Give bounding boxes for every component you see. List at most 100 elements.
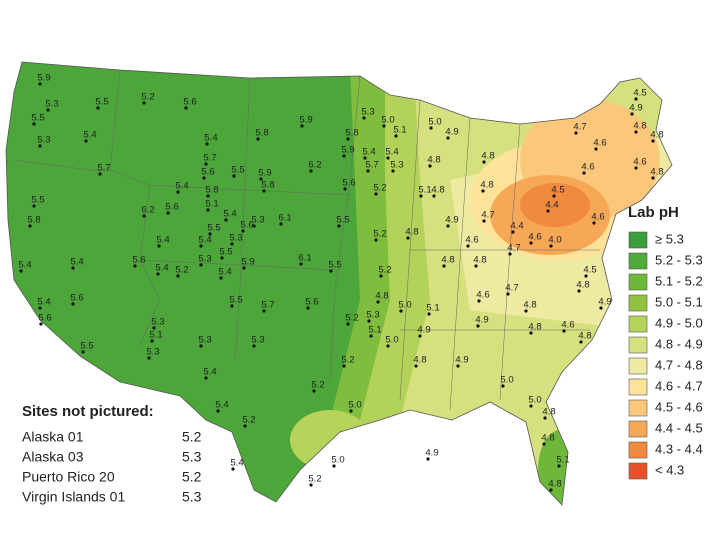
site-label: 4.4	[510, 221, 523, 232]
site-dot	[332, 464, 336, 468]
site-label: 4.6	[528, 232, 541, 243]
site-label: 5.9	[299, 115, 312, 126]
site-dot	[634, 97, 638, 101]
site-label: 4.9	[455, 355, 468, 366]
site-label: 5.5	[31, 195, 44, 206]
site-label: 5.2	[378, 265, 391, 276]
site-dot	[363, 156, 367, 160]
site-dot	[38, 82, 42, 86]
legend-label: 5.2 - 5.3	[655, 252, 703, 267]
site-label: 5.5	[219, 247, 232, 258]
state-borders	[13, 69, 600, 411]
site-label: 6.2	[308, 160, 321, 171]
site-dot	[511, 230, 515, 234]
site-label: 4.6	[593, 138, 606, 149]
site-dot	[142, 101, 146, 105]
site-label: 5.2	[308, 474, 321, 485]
site-label: 6.1	[298, 253, 311, 264]
site-dot	[549, 244, 553, 248]
site-dot	[19, 269, 23, 273]
site-label: 5.4	[37, 297, 50, 308]
site-label: 5.0	[528, 395, 541, 406]
site-label: 5.3	[390, 160, 403, 171]
site-dot	[552, 194, 556, 198]
site-label: 5.4	[362, 147, 375, 158]
site-dot	[150, 339, 154, 343]
site-dot	[342, 364, 346, 368]
site-dot	[176, 274, 180, 278]
site-dot	[592, 221, 596, 225]
site-label: 5.1	[393, 125, 406, 136]
site-value: 5.3	[182, 489, 202, 505]
site-dot	[543, 416, 547, 420]
site-dot	[231, 467, 235, 471]
site-label: 5.0	[348, 400, 361, 411]
site-dot	[166, 211, 170, 215]
site-label: 5.8	[345, 128, 358, 139]
site-dot	[506, 292, 510, 296]
site-dot	[142, 214, 146, 218]
site-name: Alaska 03	[22, 449, 84, 465]
site-dot	[38, 144, 42, 148]
site-dot	[386, 344, 390, 348]
site-label: 5.5	[336, 215, 349, 226]
site-label: 4.7	[481, 210, 494, 221]
site-label: 4.9	[425, 448, 438, 459]
site-label: 4.8	[375, 291, 388, 302]
legend-title: Lab pH	[628, 204, 679, 221]
site-label: 5.0	[331, 455, 344, 466]
site-dot	[414, 364, 418, 368]
site-dot	[38, 306, 42, 310]
site-dot	[84, 139, 88, 143]
site-dot	[329, 269, 333, 273]
site-label: 5.0	[398, 300, 411, 311]
site-label: 5.1	[205, 199, 218, 210]
site-label: 5.9	[37, 73, 50, 84]
legend-swatch	[628, 441, 648, 459]
legend-label: 5.1 - 5.2	[655, 273, 703, 288]
site-label: 5.1	[149, 330, 162, 341]
site-dot	[446, 136, 450, 140]
site-label: 5.5	[31, 113, 44, 124]
site-name: Virgin Islands 01	[22, 489, 125, 505]
site-label: 5.5	[95, 97, 108, 108]
site-dot	[147, 356, 151, 360]
site-label: 5.2	[341, 355, 354, 366]
site-label: 4.5	[551, 185, 564, 196]
site-label: 4.6	[581, 162, 594, 173]
site-label: 5.1	[556, 455, 569, 466]
site-dot	[362, 116, 366, 120]
site-label: 4.8	[523, 300, 536, 311]
site-label: 5.1	[418, 185, 431, 196]
site-dot	[456, 364, 460, 368]
site-dot	[446, 224, 450, 228]
site-dot	[574, 131, 578, 135]
site-label: 5.3	[251, 215, 264, 226]
site-label: 5.2	[175, 265, 188, 276]
site-dot	[300, 124, 304, 128]
site-label: 5.6	[201, 167, 214, 178]
site-label: 5.0	[385, 335, 398, 346]
legend-label: 4.5 - 4.6	[655, 399, 703, 414]
site-dot	[508, 252, 512, 256]
site-label: 5.4	[198, 235, 211, 246]
site-dot	[349, 409, 353, 413]
site-label: 4.9	[417, 325, 430, 336]
site-dot	[577, 289, 581, 293]
site-dot	[442, 264, 446, 268]
site-dot	[259, 177, 263, 181]
site-label: 5.9	[341, 145, 354, 156]
site-label: 6.1	[278, 213, 291, 224]
site-label: 4.8	[413, 355, 426, 366]
site-dot	[466, 244, 470, 248]
site-label: 5.6	[132, 255, 145, 266]
site-label: 5.3	[198, 254, 211, 265]
legend-label: 4.9 - 5.0	[655, 315, 703, 330]
site-label: 5.8	[255, 128, 268, 139]
site-label: 5.7	[203, 153, 216, 164]
site-dot	[529, 404, 533, 408]
site-dot	[299, 262, 303, 266]
site-label: 5.1	[368, 325, 381, 336]
site-dot	[634, 130, 638, 134]
